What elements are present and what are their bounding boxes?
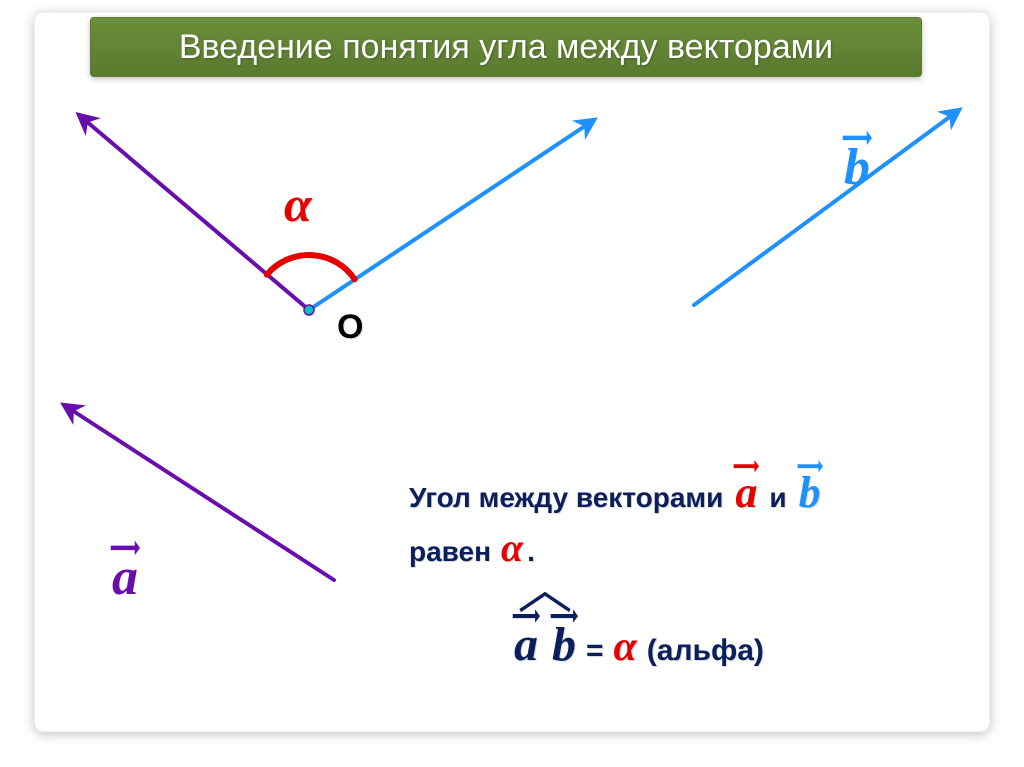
- inline-a-text: a: [735, 468, 757, 517]
- vector-b-label: b: [844, 138, 870, 197]
- text-fragment: .: [527, 536, 535, 568]
- vector-arrow-icon: [733, 457, 759, 472]
- vector-arrow-icon: [797, 457, 823, 472]
- notation-suffix: (альфа): [647, 634, 764, 668]
- text-fragment: Угол между векторами: [409, 482, 723, 514]
- notation-vector-a: a: [514, 617, 538, 672]
- angle-notation: a b = α (альфа): [514, 617, 764, 672]
- stage: Введение понятия угла между векторами α …: [0, 0, 1024, 767]
- notation-a-text: a: [514, 618, 538, 671]
- text-fragment: равен: [409, 536, 491, 568]
- inline-b-text: b: [799, 468, 821, 517]
- slide-title: Введение понятия угла между векторами: [179, 28, 833, 67]
- text-fragment: и: [769, 482, 786, 514]
- vector-arrow-icon: [550, 606, 578, 623]
- inline-vector-b: b: [799, 467, 821, 518]
- equals-sign: =: [586, 634, 604, 668]
- origin-label: О: [337, 308, 363, 347]
- notation-alpha: α: [614, 623, 637, 671]
- inline-alpha: α: [501, 524, 523, 571]
- alpha-label: α: [284, 175, 312, 233]
- vector-arrow-icon: [512, 606, 540, 623]
- notation-b-text: b: [552, 618, 576, 671]
- angle-arc: [267, 255, 355, 279]
- vector-arrow-icon: [842, 127, 872, 145]
- definition-text: Угол между векторами a и b равен α .: [409, 467, 821, 571]
- title-bar: Введение понятия угла между векторами: [90, 17, 922, 77]
- vector-a-label: a: [112, 548, 138, 607]
- notation-vector-b: b: [552, 617, 576, 672]
- vector-arrow-icon: [110, 537, 140, 555]
- vector-b-text: b: [844, 139, 870, 196]
- origin-point: [304, 305, 314, 315]
- vector-a-text: a: [112, 549, 138, 606]
- inline-vector-a: a: [735, 467, 757, 518]
